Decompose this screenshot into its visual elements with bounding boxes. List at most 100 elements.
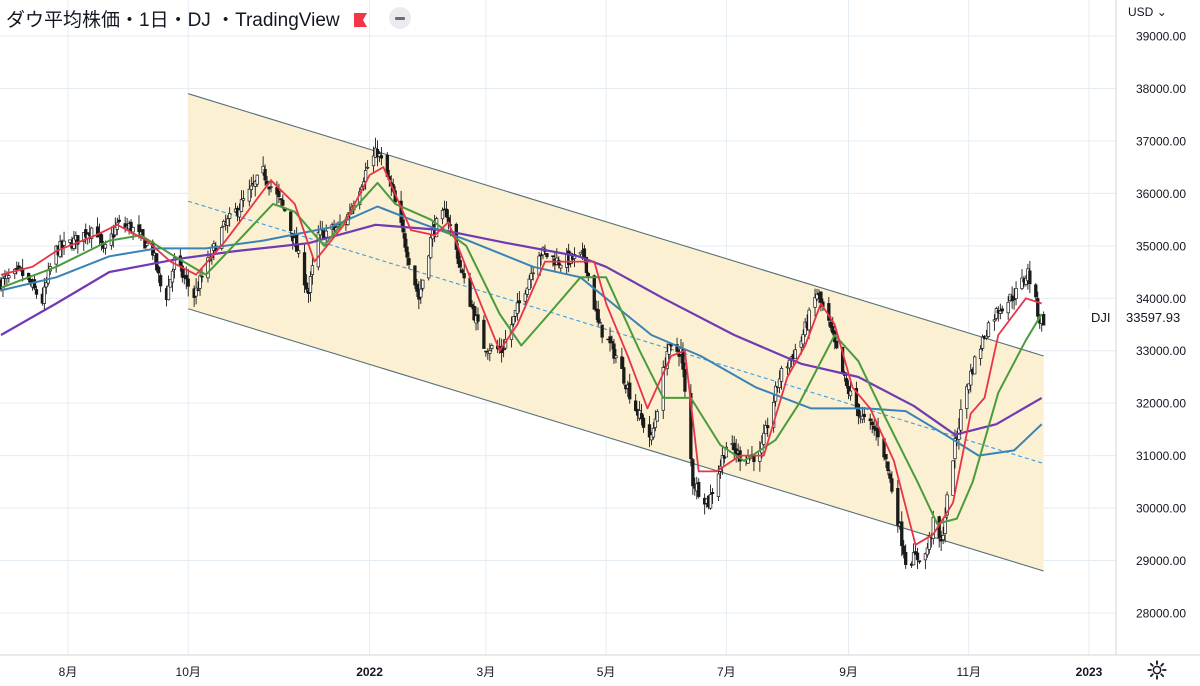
candle (527, 274, 531, 290)
candle (247, 179, 251, 207)
candle (927, 531, 931, 554)
time-tick-label: 7月 (717, 665, 736, 679)
candle (639, 404, 644, 426)
candle (904, 544, 908, 569)
candle (289, 209, 293, 238)
candle (157, 265, 161, 283)
candle (403, 228, 407, 252)
candle (945, 491, 949, 520)
currency-selector[interactable]: USD ⌄ (1128, 5, 1167, 19)
candle (787, 358, 792, 373)
candle (7, 268, 11, 283)
candle (819, 291, 823, 312)
candle (998, 303, 1002, 320)
candle (614, 349, 618, 364)
candle (170, 268, 175, 292)
candle (655, 409, 659, 422)
candle (708, 484, 713, 510)
candle (62, 231, 66, 255)
moving-average-line-2 (0, 181, 1043, 525)
chevron-down-icon: ⌄ (1156, 5, 1167, 19)
candle (194, 278, 198, 305)
candle (472, 301, 476, 322)
candle (683, 362, 687, 399)
candle (951, 460, 955, 496)
candle (371, 146, 376, 172)
symbol-price-tag: DJI (1087, 309, 1115, 326)
flag-icon[interactable] (353, 11, 367, 27)
candle (405, 238, 409, 267)
candle (777, 370, 782, 394)
candle (886, 461, 890, 476)
candle (227, 207, 232, 227)
candle (517, 291, 522, 313)
candle (476, 307, 480, 331)
candle (862, 407, 866, 423)
candle (592, 274, 596, 310)
chart-header: ダウ平均株価・1日・DJ ・TradingView (0, 0, 411, 36)
candle (1020, 269, 1024, 291)
candle (856, 403, 861, 425)
candle (113, 217, 117, 237)
candle (440, 207, 445, 225)
price-axis[interactable]: 28000.00 29000.00 30000.00 31000.00 32000.00… (1136, 30, 1186, 621)
candle (1034, 283, 1038, 302)
time-tick-label: 2022 (356, 665, 383, 679)
candle (848, 381, 853, 401)
candle (764, 420, 768, 435)
time-tick-label: 10月 (176, 665, 201, 679)
candle (815, 288, 819, 302)
candle (943, 507, 947, 543)
collapse-icon[interactable] (388, 7, 411, 29)
time-tick-label: 3月 (477, 665, 496, 679)
candle (884, 453, 888, 469)
candle (900, 511, 904, 557)
candle (827, 297, 831, 327)
candle (835, 340, 839, 350)
price-tick-label: 34000.00 (1136, 292, 1186, 306)
candle (1024, 275, 1028, 287)
symbol-title[interactable]: ダウ平均株価・1日・DJ ・TradingView (6, 9, 340, 31)
candle (628, 373, 632, 404)
time-tick-label: 2023 (1076, 665, 1103, 679)
moving-average-line-1 (0, 166, 1042, 546)
candle (1028, 260, 1032, 294)
candle (68, 239, 72, 246)
candle (854, 381, 859, 417)
candle (267, 186, 271, 196)
candle (111, 224, 115, 248)
channel-mid-line (188, 200, 1044, 465)
candle (200, 267, 204, 283)
candle (249, 176, 253, 198)
candle (427, 254, 431, 281)
time-tick-label: 9月 (839, 665, 858, 679)
candle (117, 214, 121, 224)
candle (978, 345, 983, 366)
time-axis[interactable]: 8月 10月 2022 3月 5月 7月 9月 11月 2023 (59, 665, 1103, 679)
candle (407, 252, 411, 270)
currency-label: USD (1128, 5, 1154, 19)
candle (868, 413, 872, 430)
candle (458, 255, 462, 274)
candle (511, 316, 516, 328)
candle (801, 329, 805, 349)
candle (641, 414, 646, 433)
candle (42, 277, 46, 311)
candle (488, 343, 492, 362)
candle (501, 339, 506, 358)
candle (539, 253, 543, 266)
candle (959, 399, 963, 435)
candle (941, 526, 945, 545)
candle (482, 315, 486, 349)
candle (980, 334, 985, 352)
candle (429, 234, 433, 260)
gear-icon[interactable] (1146, 659, 1168, 681)
candle (965, 383, 969, 419)
candle (1014, 281, 1018, 306)
candle (166, 275, 171, 301)
candle (34, 285, 39, 299)
candle (917, 560, 922, 565)
candle (716, 465, 721, 502)
price-tick-label: 39000.00 (1136, 30, 1186, 44)
